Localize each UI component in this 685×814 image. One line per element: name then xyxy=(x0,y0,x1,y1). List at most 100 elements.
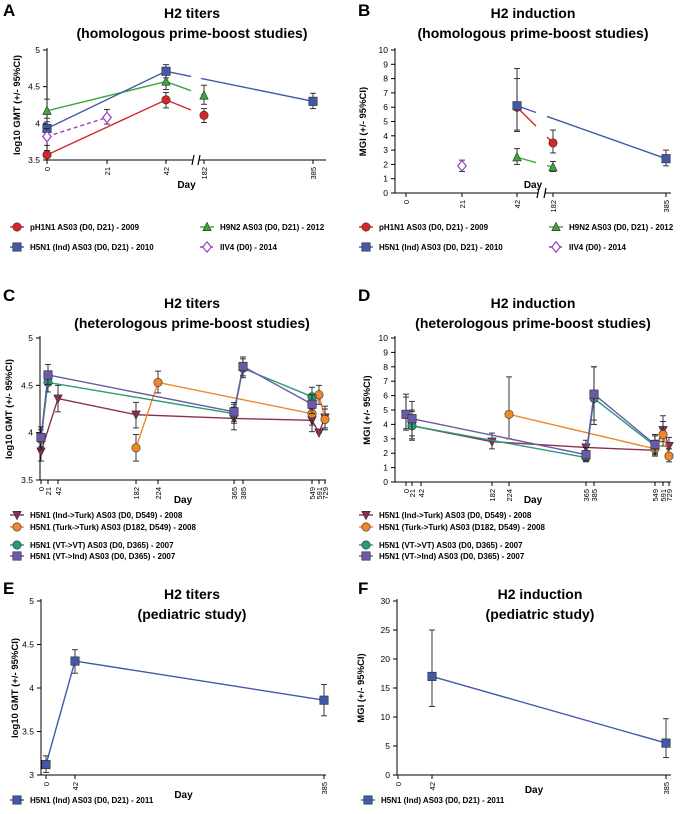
legend-marker xyxy=(12,551,22,561)
axis-break-mark xyxy=(543,187,547,199)
data-point xyxy=(199,110,209,120)
legend-marker xyxy=(551,221,561,231)
series-pH1N1 xyxy=(42,92,209,160)
y-tick-label: 5 xyxy=(383,405,388,415)
series-line xyxy=(40,398,59,452)
series-line xyxy=(46,116,108,138)
data-point xyxy=(407,414,417,424)
y-tick-label: 25 xyxy=(381,625,391,635)
x-tick-label: 42 xyxy=(417,489,426,497)
data-point xyxy=(661,154,671,164)
x-tick-label: 182 xyxy=(132,487,141,500)
data-point xyxy=(512,151,522,162)
legend-label: H9N2 AS03 (D0, D21) - 2012 xyxy=(569,223,674,232)
x-tick-label: 42 xyxy=(513,200,522,208)
x-axis-label: Day xyxy=(524,180,543,191)
x-tick-label: 591 xyxy=(315,487,324,500)
x-tick-label: 42 xyxy=(162,167,171,175)
data-point xyxy=(650,440,660,450)
legend-item: H5N1 (VT->Ind) AS03 (D0, D365) - 2007 xyxy=(10,551,176,561)
data-point xyxy=(102,111,112,124)
legend-item: H5N1 (Turk->Turk) AS03 (D182, D549) - 20… xyxy=(359,522,545,532)
y-tick-label: 3.5 xyxy=(22,727,34,737)
legend-item: pH1N1 AS03 (D0, D21) - 2009 xyxy=(359,222,489,232)
chart-panel-b: B H2 induction (homologous prime-boost stu… xyxy=(358,1,674,254)
data-point xyxy=(504,409,514,419)
y-tick-label: 4.5 xyxy=(21,380,33,390)
series-IIV4 xyxy=(42,108,112,146)
y-tick-label: 20 xyxy=(381,654,391,664)
chart-panel-a: A H2 titers (homologous prime-boost studie… xyxy=(3,1,326,254)
legend-item: H5N1 (Ind) AS03 (D0, D21) - 2010 xyxy=(10,242,154,252)
legend-label: H9N2 AS03 (D0, D21) - 2012 xyxy=(220,223,325,232)
series-line xyxy=(516,156,537,164)
x-tick-label: 729 xyxy=(665,489,674,502)
axis-break-mark xyxy=(191,154,195,166)
legend-label: IIV4 (D0) - 2014 xyxy=(220,243,277,252)
data-point xyxy=(314,428,324,439)
data-point xyxy=(308,96,318,106)
axis-break-mark xyxy=(197,154,201,166)
data-point xyxy=(42,150,52,160)
y-tick-label: 4 xyxy=(35,118,40,128)
panel-label: E xyxy=(3,579,14,598)
series-H5N1-ind xyxy=(41,649,329,773)
x-tick-label: 365 xyxy=(582,489,591,502)
x-tick-label: 182 xyxy=(488,489,497,502)
series-line xyxy=(585,446,656,452)
series-line xyxy=(74,660,325,701)
series-line xyxy=(47,381,235,415)
panel-label: B xyxy=(358,1,370,20)
series-line xyxy=(45,660,76,765)
series-line xyxy=(233,417,313,422)
y-tick-label: 5 xyxy=(385,741,390,751)
data-point xyxy=(548,138,558,148)
legend-marker xyxy=(361,222,371,232)
x-tick-label: 21 xyxy=(103,167,112,175)
data-point xyxy=(161,66,171,76)
y-tick-label: 8 xyxy=(383,74,388,84)
series-line xyxy=(508,413,656,450)
x-tick-label: 385 xyxy=(320,782,329,795)
x-tick-label: 42 xyxy=(71,782,80,790)
y-tick-label: 9 xyxy=(383,347,388,357)
chart-panel-f: F H2 induction (pediatric study) 0 5 10 15 20 25… xyxy=(356,579,671,805)
legend-item: IIV4 (D0) - 2014 xyxy=(549,240,626,254)
legend-item: H9N2 AS03 (D0, D21) - 2012 xyxy=(200,221,325,232)
y-axis-label: log10 GMT (+/- 95%CI) xyxy=(10,638,21,738)
legend-label: H5N1 (VT->VT) AS03 (D0, D365) - 2007 xyxy=(30,541,174,550)
chart-title: H2 induction xyxy=(491,295,576,311)
series-vt-vt xyxy=(401,366,660,463)
axis-break-mark xyxy=(536,187,540,199)
data-point xyxy=(581,450,591,460)
data-point xyxy=(36,432,46,442)
series-line xyxy=(431,675,667,744)
y-tick-label: 4.5 xyxy=(22,640,34,650)
x-tick-label: 365 xyxy=(230,487,239,500)
y-tick-label: 4 xyxy=(29,683,34,693)
legend-item: H9N2 AS03 (D0, D21) - 2012 xyxy=(549,221,674,232)
chart-subtitle: (pediatric study) xyxy=(486,606,595,622)
data-point xyxy=(199,90,209,100)
series-line xyxy=(165,80,192,92)
series-line xyxy=(46,99,167,156)
x-axis-label: Day xyxy=(525,785,544,796)
y-tick-label: 7 xyxy=(383,376,388,386)
series-H5N1-ind xyxy=(427,629,671,759)
chart-title: H2 induction xyxy=(498,586,583,602)
x-tick-label: 0 xyxy=(43,167,52,171)
x-tick-label: 182 xyxy=(200,167,209,180)
y-tick-label: 9 xyxy=(383,59,388,69)
series-IIV4 xyxy=(457,159,467,173)
series-line xyxy=(585,394,595,455)
legend-label: H5N1 (Ind->Turk) AS03 (D0, D549) - 2008 xyxy=(379,511,532,520)
y-tick-label: 4 xyxy=(28,428,33,438)
x-tick-label: 21 xyxy=(44,487,53,495)
x-tick-label: 385 xyxy=(662,782,671,795)
y-tick-label: 4 xyxy=(383,419,388,429)
series-H5N1-ind xyxy=(512,68,671,167)
legend-marker xyxy=(12,795,22,805)
data-point xyxy=(319,695,329,705)
series-vt-ind xyxy=(36,356,317,448)
x-tick-label: 385 xyxy=(590,489,599,502)
